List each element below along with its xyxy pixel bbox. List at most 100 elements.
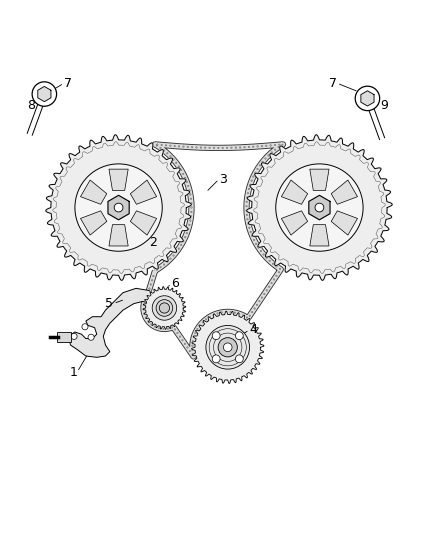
Circle shape <box>159 327 160 329</box>
Circle shape <box>151 324 152 325</box>
Circle shape <box>265 145 267 147</box>
Circle shape <box>249 315 251 317</box>
Circle shape <box>191 211 192 213</box>
Circle shape <box>187 228 189 230</box>
Circle shape <box>148 292 149 294</box>
Polygon shape <box>310 169 329 190</box>
Polygon shape <box>331 180 357 204</box>
Circle shape <box>183 146 184 148</box>
Polygon shape <box>191 311 264 383</box>
Circle shape <box>253 176 254 177</box>
Text: 5: 5 <box>106 297 113 310</box>
Text: 9: 9 <box>381 99 389 112</box>
Circle shape <box>253 239 255 241</box>
Circle shape <box>202 321 204 323</box>
Polygon shape <box>68 288 155 357</box>
Circle shape <box>205 319 207 320</box>
Circle shape <box>274 149 276 150</box>
Circle shape <box>252 146 254 148</box>
Polygon shape <box>108 195 129 220</box>
Circle shape <box>209 316 210 318</box>
Circle shape <box>231 147 232 149</box>
Circle shape <box>247 197 248 198</box>
Circle shape <box>166 152 168 154</box>
Circle shape <box>151 279 153 281</box>
Circle shape <box>184 343 186 345</box>
Circle shape <box>114 203 123 212</box>
Circle shape <box>249 184 251 185</box>
Circle shape <box>175 162 177 164</box>
Circle shape <box>273 279 275 280</box>
Polygon shape <box>309 195 330 220</box>
Circle shape <box>156 144 158 146</box>
Circle shape <box>170 145 171 147</box>
Circle shape <box>178 166 180 167</box>
Circle shape <box>268 286 270 287</box>
Circle shape <box>254 308 255 309</box>
Circle shape <box>174 146 176 147</box>
Circle shape <box>276 265 277 267</box>
Circle shape <box>206 326 250 369</box>
Circle shape <box>246 205 247 207</box>
Circle shape <box>144 300 145 302</box>
Circle shape <box>234 312 236 313</box>
Text: 2: 2 <box>306 236 314 249</box>
Circle shape <box>186 232 187 234</box>
Circle shape <box>162 328 164 330</box>
Circle shape <box>167 328 169 329</box>
Circle shape <box>260 251 262 252</box>
Circle shape <box>276 275 277 277</box>
Circle shape <box>196 147 197 148</box>
Circle shape <box>166 261 168 263</box>
Circle shape <box>222 147 223 149</box>
Circle shape <box>246 201 247 203</box>
Circle shape <box>355 86 380 111</box>
Circle shape <box>315 203 324 212</box>
Circle shape <box>190 198 192 199</box>
Polygon shape <box>81 180 107 204</box>
Circle shape <box>192 341 194 342</box>
Polygon shape <box>310 225 329 246</box>
Polygon shape <box>247 135 392 280</box>
Circle shape <box>278 147 279 148</box>
Circle shape <box>264 293 265 295</box>
Circle shape <box>144 313 145 314</box>
Circle shape <box>226 147 228 149</box>
Circle shape <box>180 169 182 171</box>
Circle shape <box>221 312 223 313</box>
Circle shape <box>154 326 156 327</box>
Circle shape <box>247 223 249 224</box>
Circle shape <box>248 146 250 148</box>
Circle shape <box>271 152 272 153</box>
Circle shape <box>192 349 193 351</box>
Circle shape <box>156 144 158 146</box>
FancyBboxPatch shape <box>57 332 71 342</box>
Circle shape <box>165 144 167 146</box>
Circle shape <box>242 314 244 316</box>
Circle shape <box>199 325 201 326</box>
Circle shape <box>190 220 191 221</box>
Circle shape <box>189 224 190 225</box>
Circle shape <box>161 144 162 146</box>
Circle shape <box>251 180 252 181</box>
Circle shape <box>32 82 57 106</box>
Circle shape <box>163 264 165 265</box>
Text: 6: 6 <box>171 277 179 289</box>
Circle shape <box>179 336 181 337</box>
Circle shape <box>197 328 198 330</box>
Circle shape <box>191 203 192 204</box>
Circle shape <box>240 147 241 148</box>
Polygon shape <box>46 135 191 280</box>
Circle shape <box>71 333 77 340</box>
Circle shape <box>282 144 283 146</box>
Circle shape <box>235 147 237 148</box>
Text: 7: 7 <box>64 77 72 90</box>
Circle shape <box>171 327 173 328</box>
Polygon shape <box>109 169 128 190</box>
Circle shape <box>152 276 154 277</box>
Circle shape <box>183 240 184 242</box>
Text: 7: 7 <box>329 77 337 90</box>
Circle shape <box>187 146 189 148</box>
Circle shape <box>262 161 263 163</box>
Circle shape <box>257 168 258 169</box>
